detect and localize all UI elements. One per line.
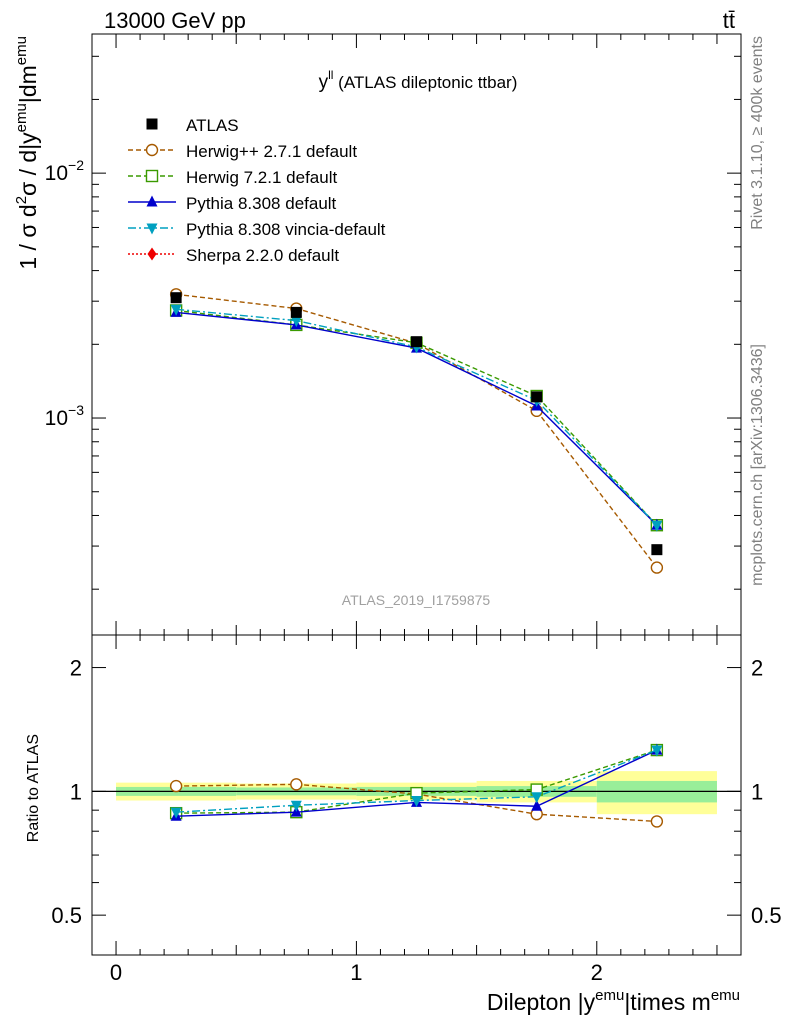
series-point-main — [651, 520, 663, 532]
legend-label: Pythia 8.308 default — [186, 194, 337, 213]
data-points — [170, 292, 663, 556]
x-axis-label: Dilepton |yemu|times memu — [487, 987, 740, 1015]
legend-label: Pythia 8.308 vincia-default — [186, 220, 386, 239]
series-point-ratio — [650, 815, 664, 828]
y-tick-label-main: 10−2 — [45, 157, 85, 185]
legend-entry: Pythia 8.308 vincia-default — [128, 220, 386, 239]
analysis-watermark: ATLAS_2019_I1759875 — [342, 592, 491, 608]
y-tick-label-main: 10−3 — [45, 402, 85, 430]
legend-marker — [146, 223, 158, 235]
legend-entry: Sherpa 2.2.0 default — [128, 246, 339, 265]
series-point-main — [650, 561, 664, 574]
ratio-y-axis-label: Ratio to ATLAS — [25, 734, 42, 842]
legend-entry: Pythia 8.308 default — [128, 194, 337, 213]
legend-label: ATLAS — [186, 116, 239, 135]
data-point — [290, 306, 302, 318]
data-point — [651, 544, 663, 556]
header-left: 13000 GeV pp — [104, 8, 246, 33]
legend-entry-data: ATLAS — [146, 116, 239, 135]
y-tick-label-ratio-left: 2 — [70, 656, 82, 681]
series-point-ratio — [290, 800, 302, 812]
series-point-ratio — [651, 745, 663, 757]
series-point-ratio — [170, 807, 182, 819]
y-tick-label-ratio-right: 2 — [751, 656, 763, 681]
legend-marker — [146, 118, 158, 130]
mcplots-label: mcplots.cern.ch [arXiv:1306.3436] — [749, 344, 766, 586]
x-tick-label: 1 — [350, 960, 362, 985]
data-point — [531, 391, 543, 403]
plot-title: yll (ATLAS dileptonic ttbar) — [319, 68, 518, 93]
y-tick-label-ratio-right: 0.5 — [751, 903, 782, 928]
data-point — [170, 292, 182, 304]
y-axis-label: 1 / σ d2σ / d|yemu|dmemu — [13, 36, 41, 270]
legend-marker — [147, 247, 157, 261]
legend-marker — [145, 143, 159, 157]
series-line-main — [176, 293, 658, 569]
y-tick-label-ratio-right: 1 — [751, 779, 763, 804]
series-point-ratio — [169, 779, 183, 793]
ratio-frame — [91, 634, 742, 956]
y-tick-label-ratio-left: 0.5 — [51, 903, 82, 928]
legend-label: Herwig 7.2.1 default — [186, 168, 337, 187]
legend: ATLAS Herwig++ 2.7.1 default Herwig 7.2.1 … — [128, 116, 386, 265]
header-right: tt̄ — [723, 8, 735, 33]
legend-marker — [145, 169, 159, 183]
series-ratio-2 — [170, 743, 663, 821]
series-point-main — [170, 304, 182, 316]
series-point-ratio — [290, 778, 303, 791]
series-ratio-3 — [170, 744, 663, 819]
legend-entry: Herwig++ 2.7.1 default — [128, 142, 357, 161]
legend-label: Sherpa 2.2.0 default — [186, 246, 339, 265]
series-point-main — [290, 316, 302, 328]
x-tick-label: 0 — [110, 960, 122, 985]
legend-label: Herwig++ 2.7.1 default — [186, 142, 357, 161]
legend-entry: Herwig 7.2.1 default — [128, 168, 337, 187]
series-point-ratio — [411, 796, 422, 808]
legend-marker — [146, 195, 158, 207]
rivet-label: Rivet 3.1.10, ≥ 400k events — [749, 36, 766, 230]
data-point — [411, 336, 422, 348]
series-main-0 — [169, 288, 664, 574]
y-tick-label-ratio-left: 1 — [70, 779, 82, 804]
series-point-ratio — [531, 792, 543, 804]
x-tick-label: 2 — [591, 960, 603, 985]
series-point-ratio — [531, 799, 543, 811]
